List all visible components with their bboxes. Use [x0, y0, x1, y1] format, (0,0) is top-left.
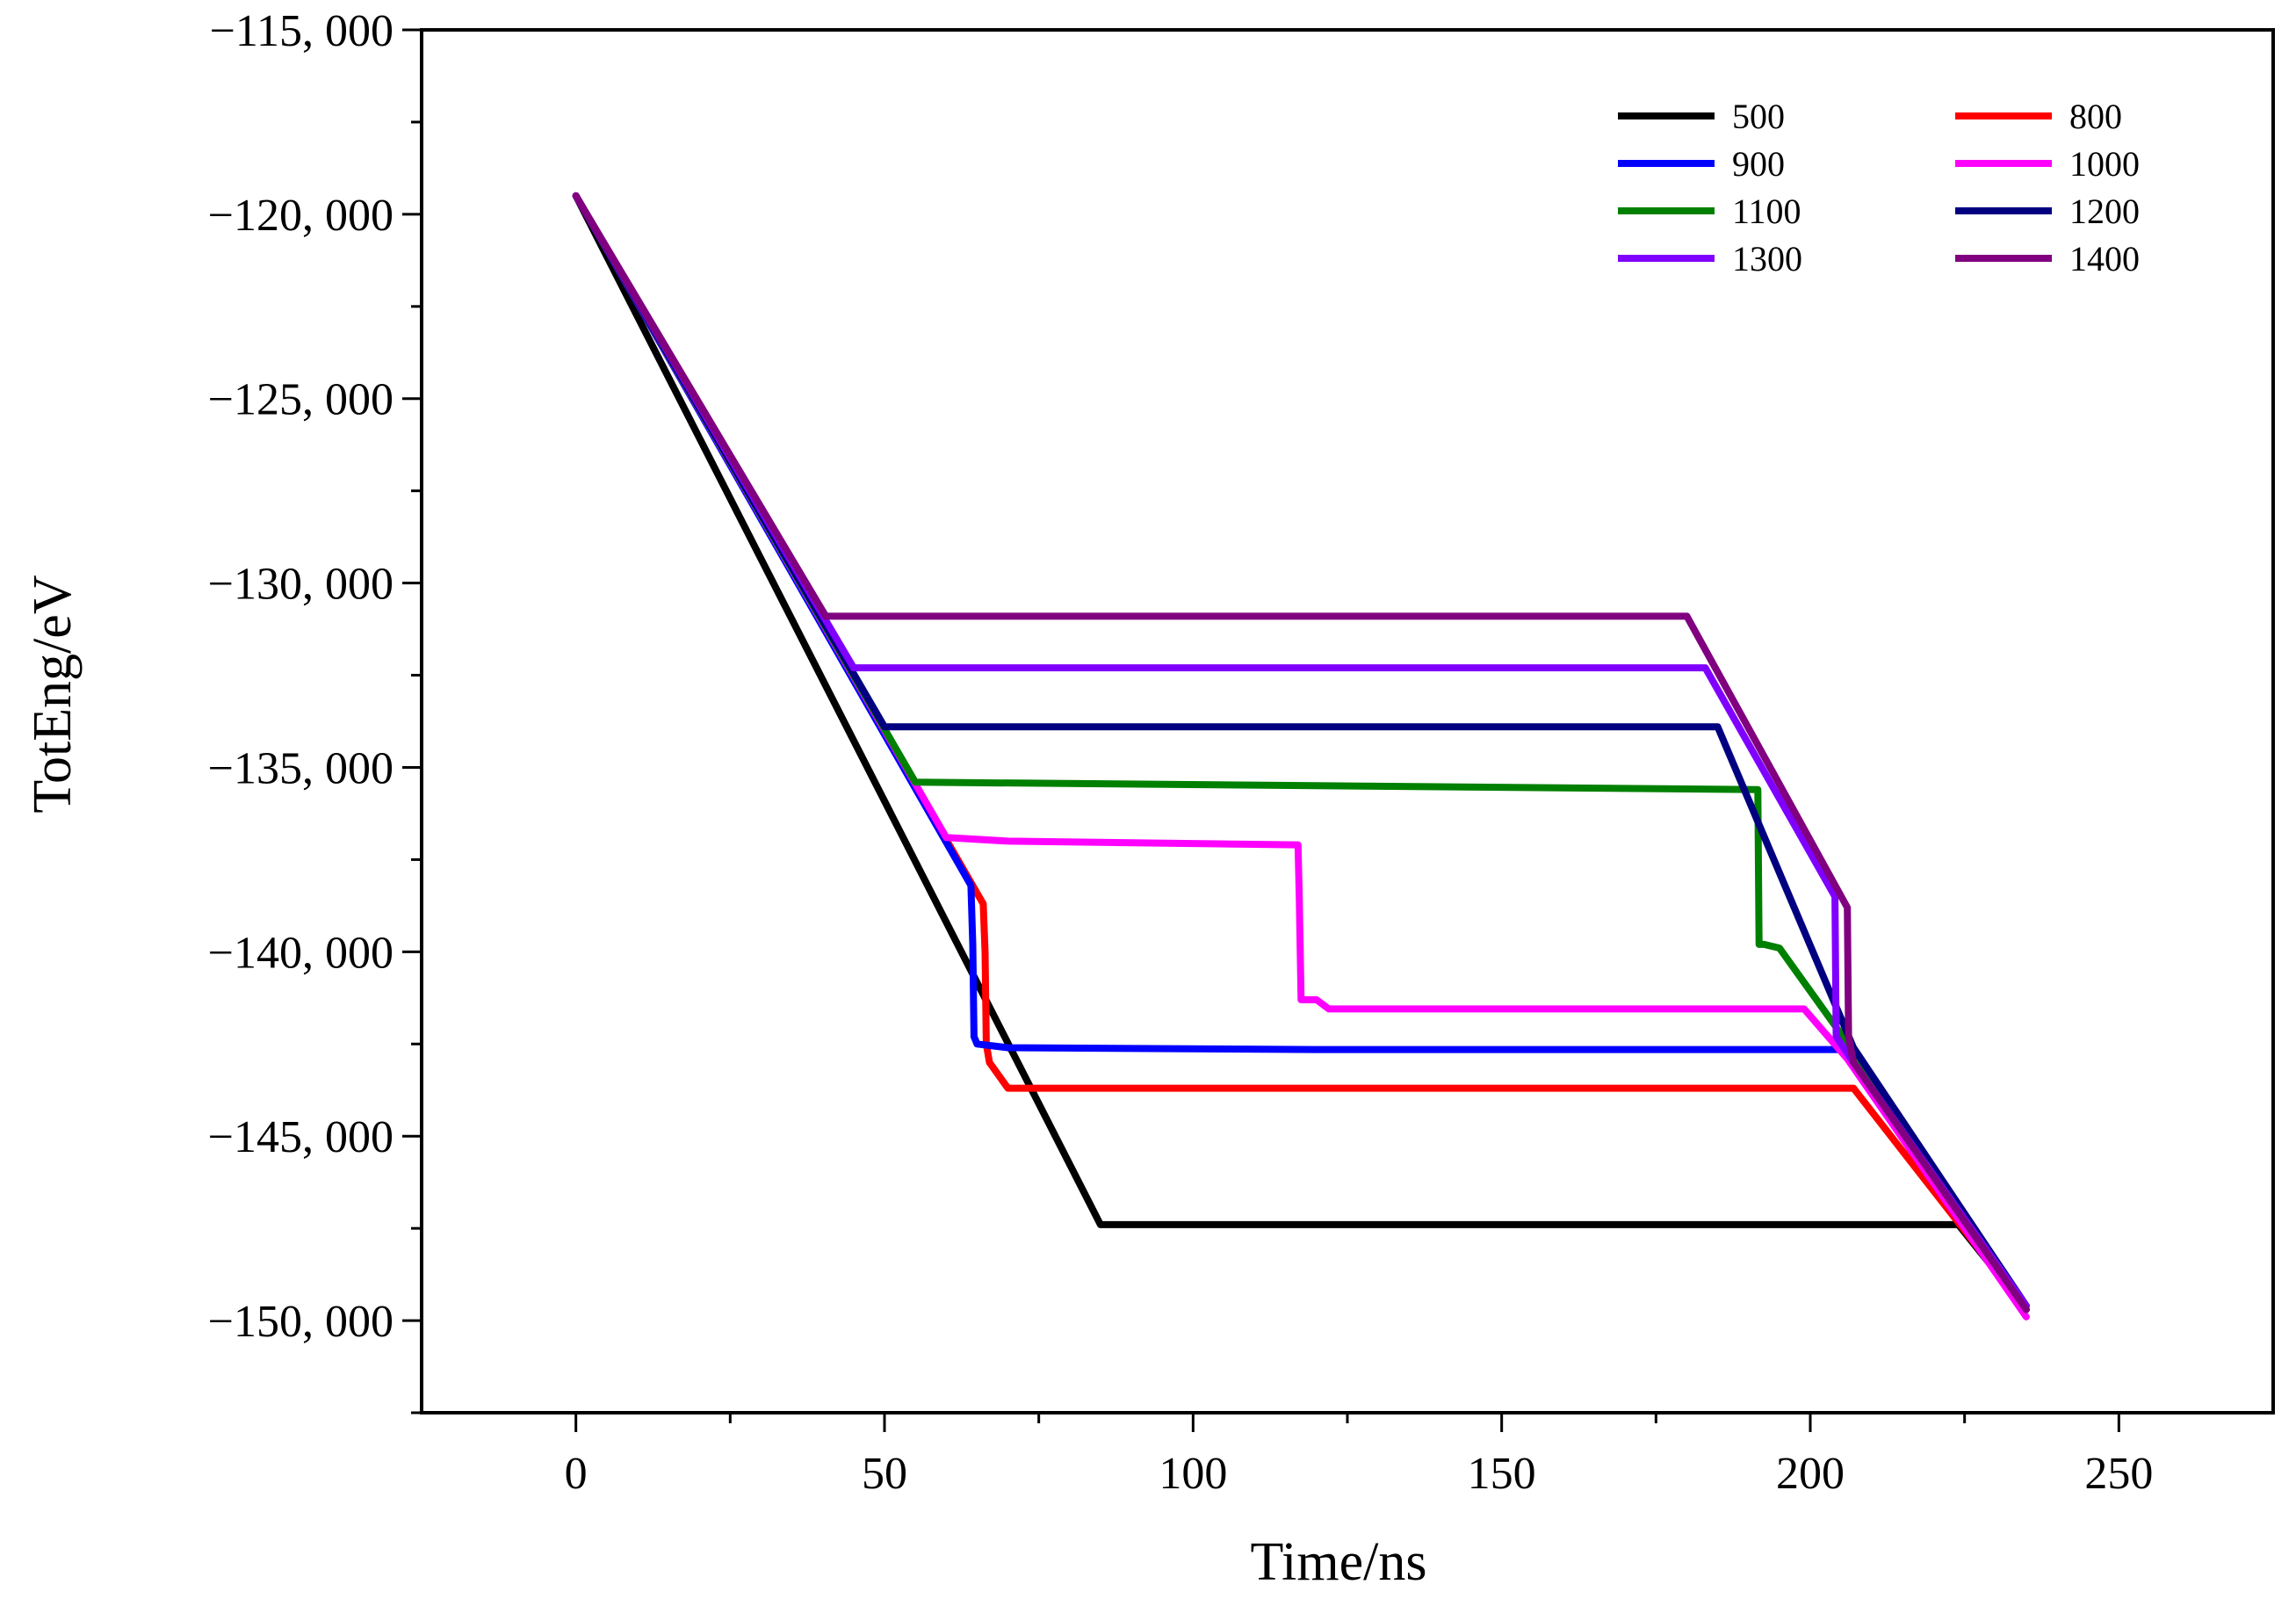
y-tick-label: −130, 000	[208, 560, 393, 610]
legend-label-500: 500	[1732, 97, 1785, 136]
axes-layer: 0 50 100 150 200 250 −115, 000 −120, 000 −125, 0…	[208, 6, 2275, 1499]
x-tick-label: 100	[1159, 1449, 1227, 1499]
y-tick-label: −120, 000	[208, 191, 393, 241]
x-tick-label: 250	[2084, 1449, 2153, 1499]
legend-label-900: 900	[1732, 144, 1785, 184]
series-line-1200	[572, 192, 2030, 1310]
legend-label-1300: 1300	[1732, 239, 1802, 279]
series-line-1400	[572, 192, 2030, 1313]
y-tick-label: −125, 000	[208, 375, 393, 425]
x-axis-title: Time/ns	[1250, 1532, 1426, 1592]
x-tick-label: 50	[862, 1449, 907, 1499]
series-line-500	[572, 192, 2030, 1313]
legend-label-800: 800	[2069, 97, 2122, 136]
legend-label-1000: 1000	[2069, 144, 2140, 184]
series-line-1300	[572, 192, 2030, 1310]
plot-frame	[420, 28, 2275, 1414]
series-layer	[572, 192, 2030, 1320]
x-tick-label: 0	[565, 1449, 588, 1499]
x-tick-label: 150	[1468, 1449, 1536, 1499]
y-tick-label: −145, 000	[208, 1112, 393, 1162]
legend: 500 800 900 1000 1100 1200 1300 1400	[1618, 97, 2140, 279]
y-tick-label: −150, 000	[208, 1297, 393, 1347]
y-tick-label: −140, 000	[208, 928, 393, 978]
series-line-1100	[572, 192, 2030, 1313]
series-line-1000	[572, 192, 2030, 1320]
y-tick-label: −135, 000	[208, 743, 393, 793]
legend-label-1100: 1100	[1732, 192, 1801, 231]
series-line-900	[572, 192, 2030, 1310]
y-tick-label: −115, 000	[210, 6, 393, 56]
legend-label-1200: 1200	[2069, 192, 2140, 231]
legend-label-1400: 1400	[2069, 239, 2140, 279]
series-line-800	[572, 192, 2030, 1313]
y-axis-title: TotEng/eV	[23, 575, 83, 813]
x-tick-label: 200	[1776, 1449, 1845, 1499]
